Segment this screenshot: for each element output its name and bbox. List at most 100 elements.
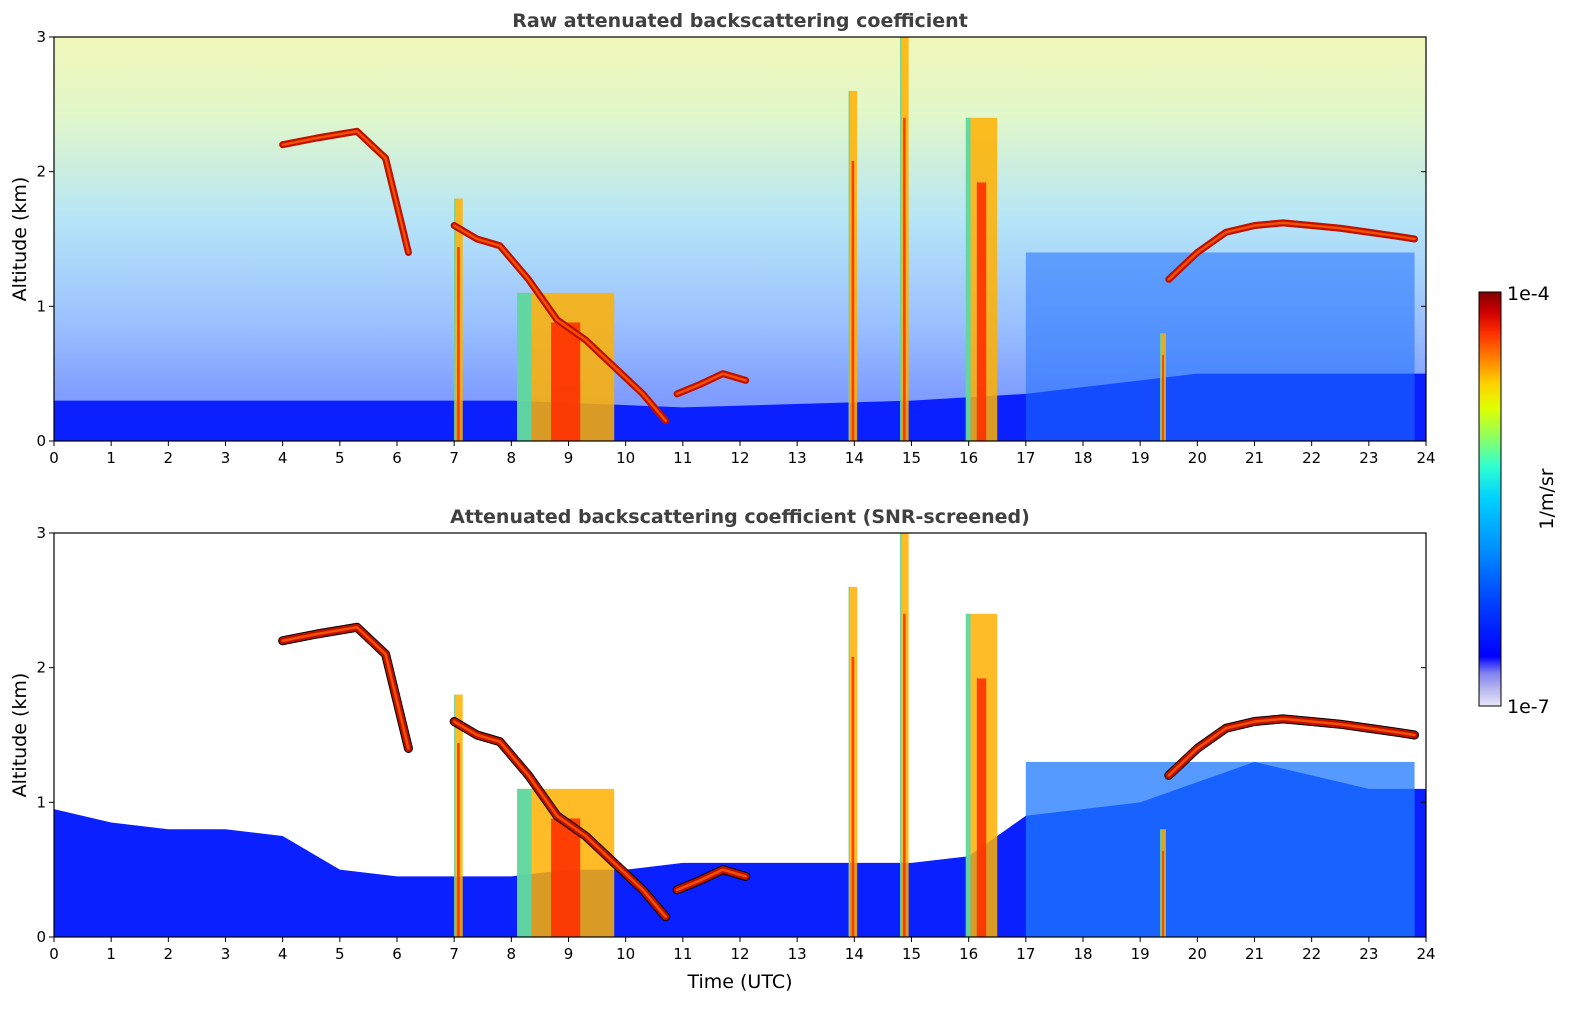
x-tick-label: 21 xyxy=(1245,945,1264,963)
x-tick-label: 19 xyxy=(1131,945,1150,963)
x-tick-label: 13 xyxy=(788,945,807,963)
lofted-aerosol-region xyxy=(1025,252,1415,441)
x-tick-label: 22 xyxy=(1302,449,1321,467)
precipitation-core xyxy=(457,743,460,937)
precipitation-edge xyxy=(900,533,902,937)
x-tick-label: 13 xyxy=(788,449,807,467)
x-tick-label: 16 xyxy=(959,945,978,963)
panel-screened-x-axis: 0 1 2 3 4 5 6 7 8 9 10 11 12 13 14 15 16 17 18 19 20 21 22 23 24 xyxy=(49,937,1436,963)
x-tick-label: 7 xyxy=(449,449,459,467)
x-tick-label: 20 xyxy=(1188,449,1207,467)
panel-raw-x-axis: 0 1 2 3 4 5 6 7 8 9 10 11 12 13 14 15 16 17 18 19 20 21 22 23 24 xyxy=(49,441,1436,467)
colorbar-min-label: 1e-7 xyxy=(1507,696,1550,718)
panel-screened: Attenuated backscattering coefficient (S… xyxy=(9,506,1436,993)
x-tick-label: 11 xyxy=(673,945,692,963)
precipitation-core xyxy=(457,247,460,441)
precipitation-edge xyxy=(848,586,850,937)
x-tick-label: 3 xyxy=(221,449,231,467)
precipitation-core xyxy=(851,160,855,441)
x-tick-label: 1 xyxy=(106,945,116,963)
colorbar: 1e-4 1e-7 1/m/sr xyxy=(1478,283,1558,718)
precipitation-edge xyxy=(517,292,532,441)
cloud-layer-core xyxy=(452,720,667,919)
precipitation-edge xyxy=(454,694,456,937)
precipitation-edge xyxy=(1160,829,1162,937)
x-tick-label: 24 xyxy=(1416,945,1435,963)
panel-screened-title: Attenuated backscattering coefficient (S… xyxy=(450,506,1030,528)
precipitation-edge xyxy=(454,198,456,441)
precipitation-core xyxy=(976,678,987,937)
x-tick-label: 9 xyxy=(564,449,574,467)
precipitation-edge xyxy=(848,90,850,441)
colorbar-label: 1/m/sr xyxy=(1536,468,1558,529)
cloud-layer-core xyxy=(1167,717,1416,777)
precipitation-edge xyxy=(965,117,971,441)
x-tick-label: 1 xyxy=(106,449,116,467)
y-tick-label: 2 xyxy=(36,659,46,677)
y-tick-label: 1 xyxy=(36,297,46,315)
colorbar-gradient xyxy=(1478,291,1502,707)
screened-lofted-aerosol-region xyxy=(1025,761,1415,937)
x-tick-label: 12 xyxy=(730,449,749,467)
precipitation-core xyxy=(1162,354,1164,441)
x-tick-label: 14 xyxy=(845,945,864,963)
x-tick-label: 11 xyxy=(673,449,692,467)
panel-screened-xlabel: Time (UTC) xyxy=(686,971,792,993)
panel-screened-y-axis: 0 1 2 3 xyxy=(36,524,1426,946)
x-tick-label: 18 xyxy=(1073,945,1092,963)
precipitation-core xyxy=(903,117,906,441)
x-tick-label: 23 xyxy=(1359,945,1378,963)
x-tick-label: 22 xyxy=(1302,945,1321,963)
x-tick-label: 12 xyxy=(730,945,749,963)
x-tick-label: 18 xyxy=(1073,449,1092,467)
cloud-layer-core xyxy=(675,868,747,892)
panel-raw: Raw attenuated backscattering coefficien… xyxy=(9,10,1436,467)
cloud-layer-core xyxy=(675,372,747,396)
x-tick-label: 7 xyxy=(449,945,459,963)
x-tick-label: 17 xyxy=(1016,945,1035,963)
precipitation-edge xyxy=(900,37,902,441)
cloud-layer-core xyxy=(1167,221,1416,281)
y-tick-label: 0 xyxy=(36,432,46,450)
x-tick-label: 10 xyxy=(616,449,635,467)
y-tick-label: 0 xyxy=(36,928,46,946)
y-tick-label: 2 xyxy=(36,163,46,181)
panel-raw-ylabel: Altitude (km) xyxy=(9,177,31,302)
panel-raw-features xyxy=(54,37,1426,441)
x-tick-label: 15 xyxy=(902,945,921,963)
y-tick-label: 3 xyxy=(36,524,46,542)
precipitation-edge xyxy=(517,788,532,937)
precipitation-core xyxy=(551,322,581,441)
cloud-layer-core xyxy=(281,130,410,254)
x-tick-label: 17 xyxy=(1016,449,1035,467)
panel-raw-y-axis: 0 1 2 3 xyxy=(36,28,1426,450)
x-tick-label: 8 xyxy=(507,945,517,963)
precipitation-core xyxy=(851,656,855,937)
panel-screened-features xyxy=(54,533,1426,937)
x-tick-label: 2 xyxy=(164,945,174,963)
x-tick-label: 16 xyxy=(959,449,978,467)
x-tick-label: 6 xyxy=(392,449,402,467)
x-tick-label: 0 xyxy=(49,945,59,963)
x-tick-label: 5 xyxy=(335,449,345,467)
x-tick-label: 3 xyxy=(221,945,231,963)
x-tick-label: 10 xyxy=(616,945,635,963)
cloud-layer-core xyxy=(452,224,667,423)
panel-screened-ylabel: Altitude (km) xyxy=(9,673,31,798)
x-tick-label: 4 xyxy=(278,945,288,963)
x-tick-label: 14 xyxy=(845,449,864,467)
x-tick-label: 23 xyxy=(1359,449,1378,467)
x-tick-label: 6 xyxy=(392,945,402,963)
precipitation-core xyxy=(1162,850,1164,937)
x-tick-label: 2 xyxy=(164,449,174,467)
colorbar-max-label: 1e-4 xyxy=(1507,283,1550,305)
x-tick-label: 0 xyxy=(49,449,59,467)
cloud-layer-core xyxy=(281,626,410,750)
precipitation-core xyxy=(551,818,581,937)
x-tick-label: 21 xyxy=(1245,449,1264,467)
precipitation-edge xyxy=(1160,333,1162,441)
x-tick-label: 9 xyxy=(564,945,574,963)
panel-raw-title: Raw attenuated backscattering coefficien… xyxy=(512,10,968,32)
precipitation-core xyxy=(903,613,906,937)
